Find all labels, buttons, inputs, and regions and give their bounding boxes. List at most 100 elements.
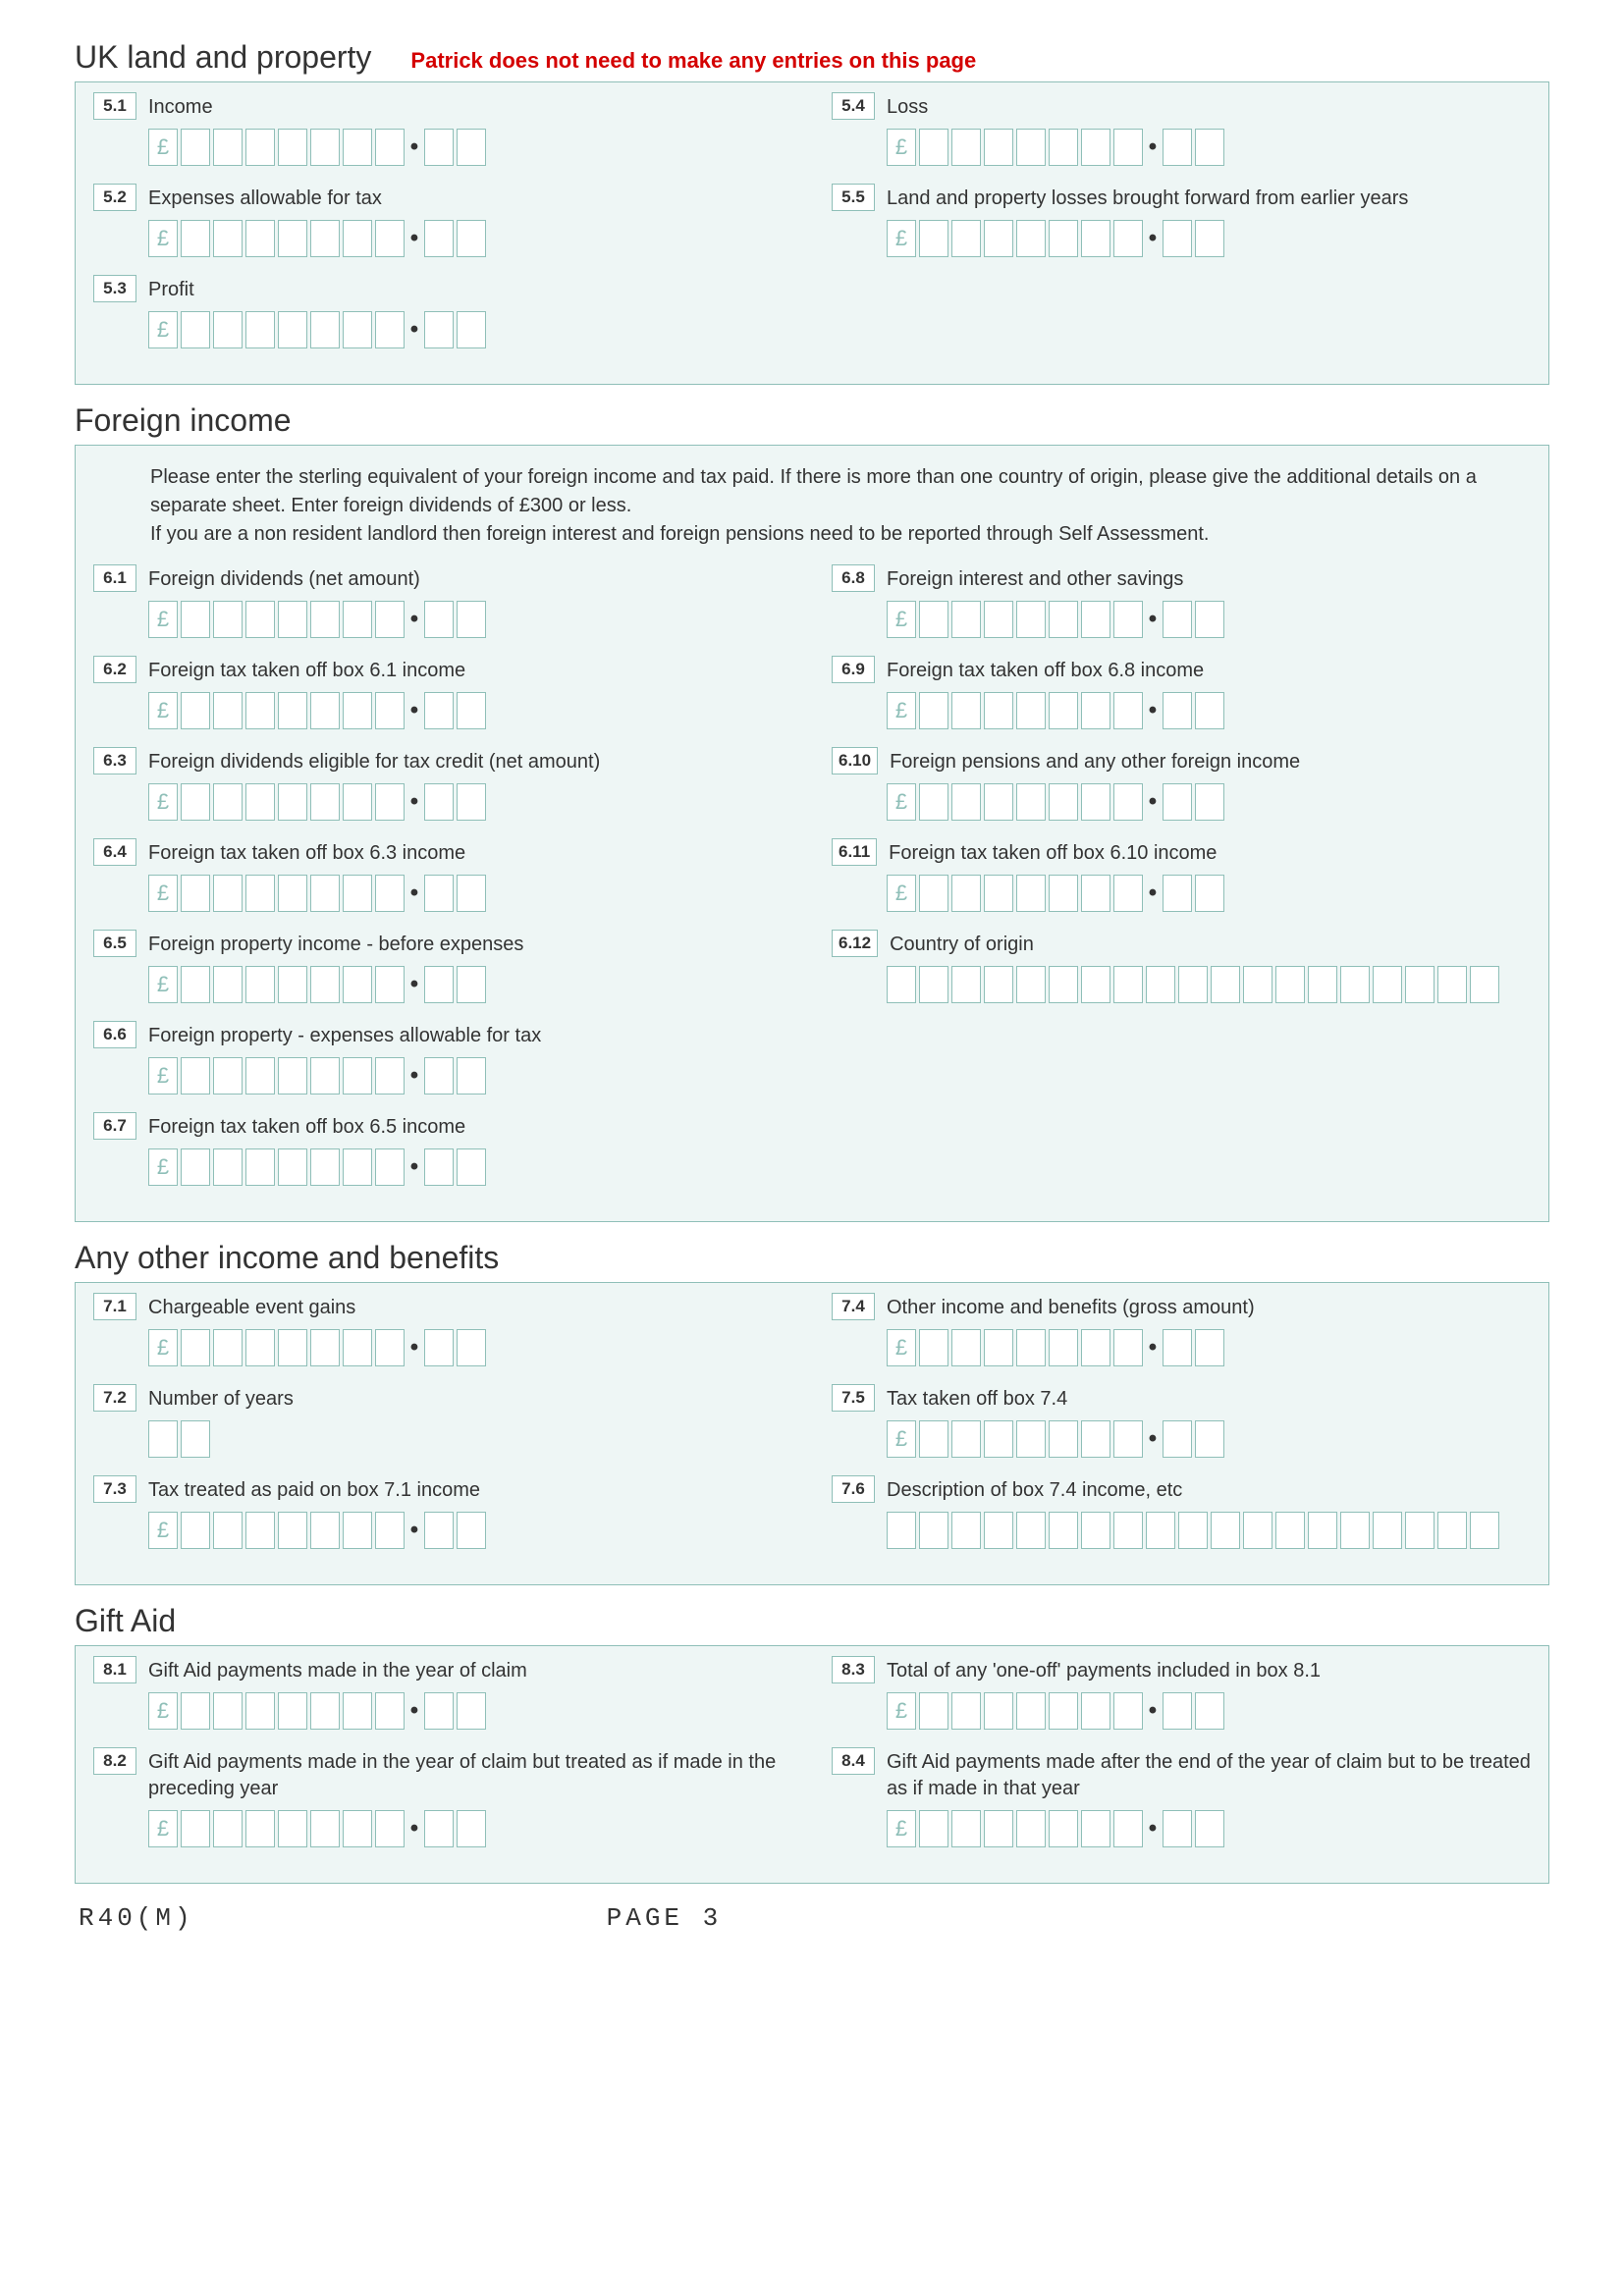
digit-cell[interactable] [1081,1692,1110,1730]
digit-cell[interactable] [1195,783,1224,821]
digit-cell[interactable] [424,601,454,638]
digit-cell[interactable] [457,220,486,257]
digit-cell[interactable] [1113,129,1143,166]
char-cell[interactable] [887,1512,916,1549]
char-cell[interactable] [1243,1512,1272,1549]
digit-cell[interactable] [1049,1420,1078,1458]
digit-cell[interactable] [919,783,948,821]
char-cell[interactable] [1470,966,1499,1003]
digit-cell[interactable] [278,1329,307,1366]
digit-cell[interactable] [424,1692,454,1730]
digit-cell[interactable] [181,1692,210,1730]
digit-cell[interactable] [245,875,275,912]
money-input[interactable]: £• [832,783,1531,821]
digit-cell[interactable] [1081,783,1110,821]
digit-cell[interactable] [245,966,275,1003]
digit-cell[interactable] [1016,783,1046,821]
char-cell[interactable] [1146,1512,1175,1549]
digit-cell[interactable] [1016,601,1046,638]
digit-cell[interactable] [1195,875,1224,912]
digit-cell[interactable] [375,783,405,821]
digit-cell[interactable] [1163,1810,1192,1847]
digit-cell[interactable] [375,220,405,257]
digit-cell[interactable] [310,220,340,257]
digit-cell[interactable] [375,311,405,348]
digit-cell[interactable] [1016,875,1046,912]
digit-cell[interactable] [181,783,210,821]
digit-cell[interactable] [343,311,372,348]
digit-cell[interactable] [1016,1329,1046,1366]
digit-cell[interactable] [1016,1692,1046,1730]
digit-cell[interactable] [1113,875,1143,912]
money-input[interactable]: £• [832,1329,1531,1366]
digit-cell[interactable] [1016,220,1046,257]
digit-cell[interactable] [343,1148,372,1186]
money-input[interactable]: £• [93,875,792,912]
digit-cell[interactable] [375,1329,405,1366]
digit-cell[interactable] [919,601,948,638]
digit-cell[interactable] [919,875,948,912]
digit-cell[interactable] [1195,692,1224,729]
digit-cell[interactable] [213,966,243,1003]
digit-cell[interactable] [181,966,210,1003]
digit-cell[interactable] [1049,601,1078,638]
digit-cell[interactable] [310,966,340,1003]
money-input[interactable]: £• [93,220,792,257]
char-cell[interactable] [1211,966,1240,1003]
digit-cell[interactable] [984,1329,1013,1366]
digit-cell[interactable] [213,1148,243,1186]
money-input[interactable]: £• [93,966,792,1003]
digit-cell[interactable] [457,601,486,638]
money-input[interactable]: £• [832,601,1531,638]
digit-cell[interactable] [457,783,486,821]
digit-cell[interactable] [1113,1420,1143,1458]
digit-cell[interactable] [457,1692,486,1730]
digit-cell[interactable] [310,1512,340,1549]
digit-cell[interactable] [245,129,275,166]
digit-cell[interactable] [951,875,981,912]
digit-cell[interactable] [343,1692,372,1730]
digit-cell[interactable] [375,1148,405,1186]
digit-cell[interactable] [343,1512,372,1549]
digit-cell[interactable] [343,601,372,638]
digit-cell[interactable] [1163,875,1192,912]
digit-cell[interactable] [424,875,454,912]
char-cell[interactable] [1437,966,1467,1003]
digit-cell[interactable] [343,1329,372,1366]
digit-cell[interactable] [457,875,486,912]
money-input[interactable]: £• [832,220,1531,257]
char-cell[interactable] [951,966,981,1003]
digit-cell[interactable] [1049,220,1078,257]
char-cell[interactable] [1275,1512,1305,1549]
digit-cell[interactable] [181,1512,210,1549]
digit-cell[interactable] [1113,692,1143,729]
money-input[interactable]: £• [93,1810,792,1847]
money-input[interactable]: £• [93,783,792,821]
char-cell[interactable] [1373,966,1402,1003]
digit-cell[interactable] [951,1420,981,1458]
digit-cell[interactable] [375,692,405,729]
digit-cell[interactable] [919,1692,948,1730]
char-cell[interactable] [1243,966,1272,1003]
digit-cell[interactable] [310,692,340,729]
digit-cell[interactable] [245,311,275,348]
digit-cell[interactable] [343,783,372,821]
digit-cell[interactable] [181,601,210,638]
digit-cell[interactable] [181,692,210,729]
digit-cell[interactable] [245,692,275,729]
digit-cell[interactable] [181,1810,210,1847]
money-input[interactable]: £• [832,1420,1531,1458]
digit-cell[interactable] [984,1420,1013,1458]
char-cell[interactable] [1308,1512,1337,1549]
digit-cell[interactable] [1113,1810,1143,1847]
digit-cell[interactable] [245,1512,275,1549]
char-cell[interactable] [984,1512,1013,1549]
digit-cell[interactable] [278,220,307,257]
char-cell[interactable] [1211,1512,1240,1549]
digit-cell[interactable] [1163,692,1192,729]
digit-cell[interactable] [951,129,981,166]
digit-cell[interactable] [984,875,1013,912]
digit-cell[interactable] [245,1329,275,1366]
digit-cell[interactable] [1081,1329,1110,1366]
digit-cell[interactable] [181,1148,210,1186]
